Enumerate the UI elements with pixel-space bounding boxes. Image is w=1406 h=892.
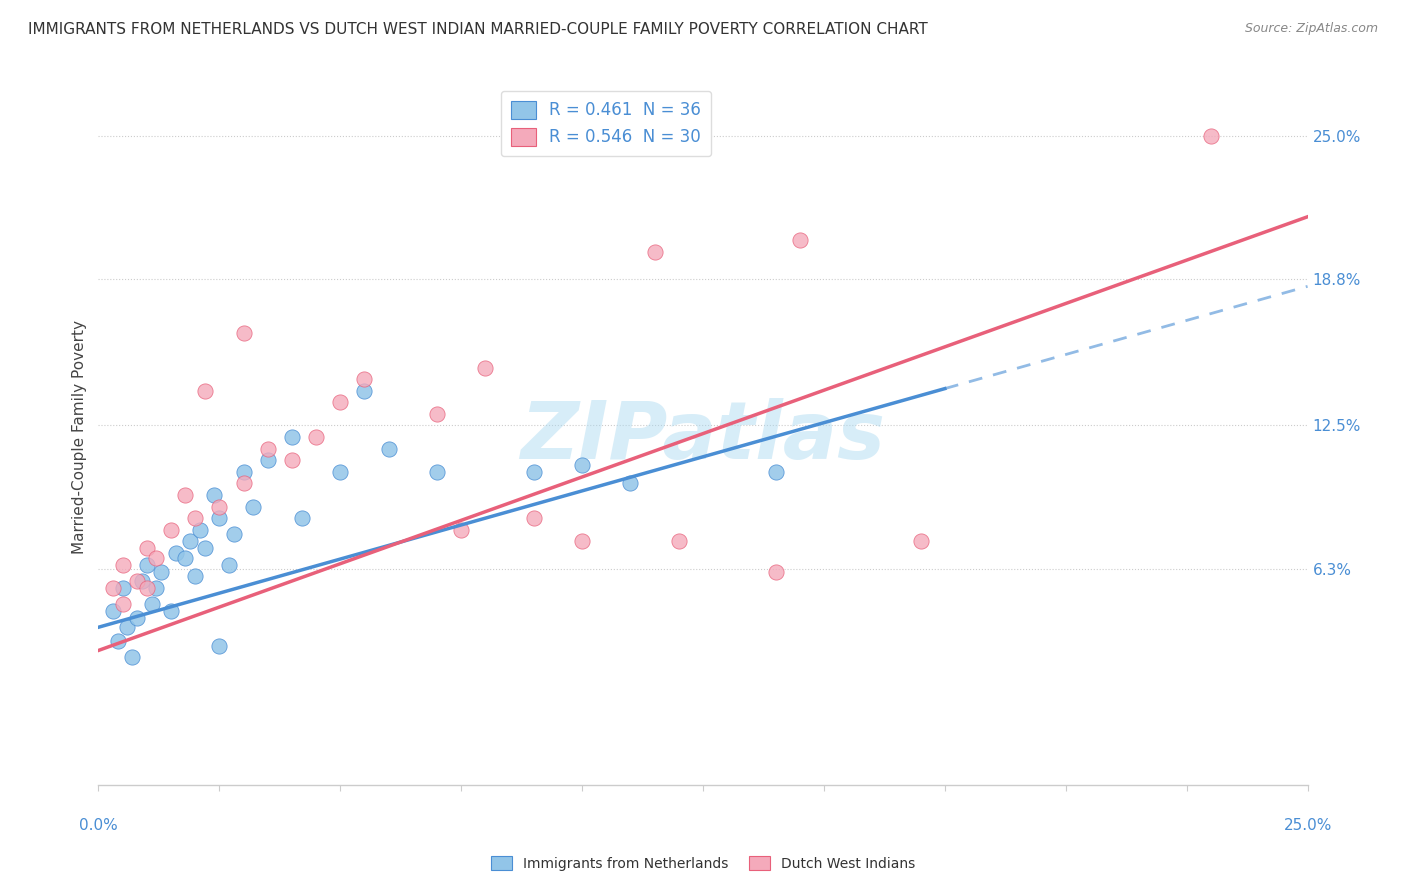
Point [1199, 128, 1222, 143]
Point [208, 500, 231, 514]
Point [290, 511, 312, 525]
Point [131, 574, 153, 588]
Point [353, 384, 375, 398]
Point [117, 620, 139, 634]
Point [218, 558, 240, 572]
Point [474, 360, 496, 375]
Point [179, 534, 201, 549]
Point [232, 326, 254, 340]
Point [668, 534, 690, 549]
Point [765, 565, 787, 579]
Point [121, 650, 143, 665]
Point [377, 442, 399, 456]
Point [188, 523, 211, 537]
Point [141, 597, 163, 611]
Point [256, 442, 278, 456]
Point [353, 372, 375, 386]
Point [135, 541, 157, 556]
Point [305, 430, 328, 444]
Point [145, 581, 167, 595]
Point [765, 465, 787, 479]
Point [450, 523, 472, 537]
Point [208, 511, 231, 525]
Point [281, 453, 304, 467]
Point [184, 569, 207, 583]
Point [107, 634, 129, 648]
Point [789, 233, 811, 247]
Point [184, 511, 207, 525]
Point [208, 639, 231, 653]
Point [127, 611, 149, 625]
Point [111, 597, 134, 611]
Point [111, 581, 134, 595]
Point [644, 244, 666, 259]
Point [135, 558, 157, 572]
Point [194, 384, 217, 398]
Point [194, 541, 217, 556]
Point [426, 465, 449, 479]
Text: ZIPatlas: ZIPatlas [520, 398, 886, 476]
Point [329, 465, 352, 479]
Text: 0.0%: 0.0% [79, 818, 118, 832]
Point [571, 534, 593, 549]
Point [523, 465, 546, 479]
Text: IMMIGRANTS FROM NETHERLANDS VS DUTCH WEST INDIAN MARRIED-COUPLE FAMILY POVERTY C: IMMIGRANTS FROM NETHERLANDS VS DUTCH WES… [28, 22, 928, 37]
Point [232, 465, 254, 479]
Legend: Immigrants from Netherlands, Dutch West Indians: Immigrants from Netherlands, Dutch West … [485, 850, 921, 876]
Point [111, 558, 134, 572]
Point [204, 488, 226, 502]
Legend: R = 0.461  N = 36, R = 0.546  N = 30: R = 0.461 N = 36, R = 0.546 N = 30 [501, 91, 711, 156]
Point [101, 604, 124, 618]
Point [145, 550, 167, 565]
Point [571, 458, 593, 472]
Point [160, 523, 183, 537]
Point [101, 581, 124, 595]
Point [127, 574, 149, 588]
Point [222, 527, 245, 541]
Point [135, 581, 157, 595]
Point [242, 500, 264, 514]
Point [174, 488, 197, 502]
Point [165, 546, 187, 560]
Point [150, 565, 173, 579]
Point [426, 407, 449, 421]
Text: 25.0%: 25.0% [1284, 818, 1331, 832]
Point [160, 604, 183, 618]
Point [329, 395, 352, 409]
Point [619, 476, 641, 491]
Point [174, 550, 197, 565]
Point [256, 453, 278, 467]
Point [281, 430, 304, 444]
Point [910, 534, 932, 549]
Point [232, 476, 254, 491]
Point [523, 511, 546, 525]
Y-axis label: Married-Couple Family Poverty: Married-Couple Family Poverty [72, 320, 87, 554]
Text: Source: ZipAtlas.com: Source: ZipAtlas.com [1244, 22, 1378, 36]
